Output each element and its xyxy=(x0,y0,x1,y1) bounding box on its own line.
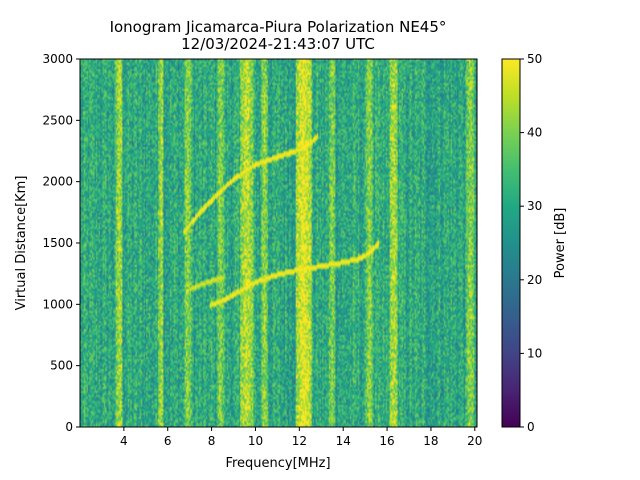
ionogram-heatmap xyxy=(80,59,477,427)
x-tick-label: 16 xyxy=(379,434,394,448)
x-tick-label: 6 xyxy=(164,434,172,448)
colorbar-ticks: 0 10 20 30 40 50 xyxy=(520,52,542,434)
y-tick-label: 3000 xyxy=(42,52,73,66)
colorbar-gradient xyxy=(501,58,521,428)
chart-title: Ionogram Jicamarca-Piura Polarization NE… xyxy=(110,18,447,36)
y-tick-label: 1000 xyxy=(42,297,73,311)
x-axis: 4 6 8 10 12 14 16 18 20 xyxy=(120,427,482,448)
x-tick-label: 14 xyxy=(336,434,351,448)
colorbar-tick-label: 20 xyxy=(527,273,542,287)
chart-subtitle: 12/03/2024-21:43:07 UTC xyxy=(181,35,375,53)
colorbar-label: Power [dB] xyxy=(553,208,568,279)
y-tick-label: 0 xyxy=(65,420,73,434)
y-tick-label: 500 xyxy=(50,359,73,373)
y-tick-label: 2000 xyxy=(42,175,73,189)
colorbar-tick-label: 0 xyxy=(527,420,535,434)
x-tick-label: 8 xyxy=(208,434,216,448)
y-tick-label: 1500 xyxy=(42,236,73,250)
x-tick-label: 4 xyxy=(120,434,128,448)
plot-area xyxy=(79,58,478,428)
colorbar: 0 10 20 30 40 50 Power [dB] xyxy=(501,52,568,434)
colorbar-tick-label: 50 xyxy=(527,52,542,66)
colorbar-tick-label: 30 xyxy=(527,199,542,213)
y-axis-label: Virtual Distance[Km] xyxy=(14,176,29,311)
x-tick-label: 10 xyxy=(248,434,263,448)
y-axis: 0 500 1000 1500 2000 2500 3000 xyxy=(42,52,80,434)
colorbar-tick-label: 10 xyxy=(527,346,542,360)
x-tick-label: 12 xyxy=(292,434,307,448)
colorbar-tick-label: 40 xyxy=(527,126,542,140)
x-tick-label: 20 xyxy=(467,434,482,448)
x-axis-label: Frequency[MHz] xyxy=(225,456,330,471)
x-tick-label: 18 xyxy=(423,434,438,448)
y-tick-label: 2500 xyxy=(42,113,73,127)
